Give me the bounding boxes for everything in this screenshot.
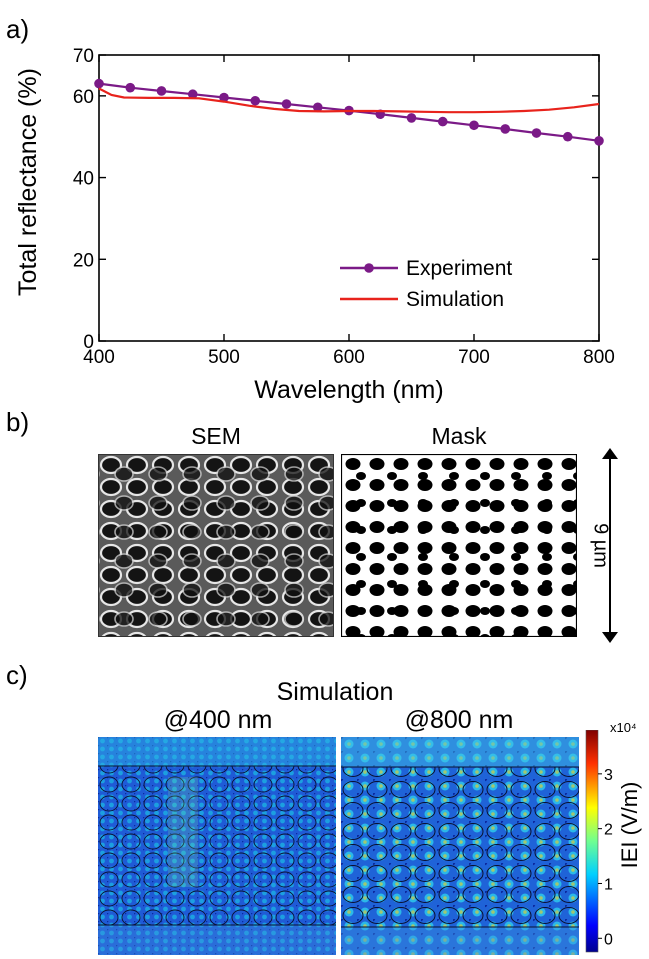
y-tick-label: 40 xyxy=(73,169,94,190)
mask-image xyxy=(341,454,577,637)
data-point-experiment xyxy=(250,95,261,106)
mask-title: Mask xyxy=(431,423,487,449)
legend-marker xyxy=(364,263,374,273)
data-point-experiment xyxy=(531,128,542,138)
data-point-experiment xyxy=(562,131,573,142)
y-tick-label: 0 xyxy=(83,332,94,353)
data-point-experiment xyxy=(281,99,292,109)
data-point-experiment xyxy=(594,136,604,146)
colorbar-tick-label: 1 xyxy=(604,876,613,893)
data-point-experiment xyxy=(187,89,198,100)
y-tick-label: 70 xyxy=(73,46,94,67)
y-tick-label: 20 xyxy=(73,250,94,271)
data-point-experiment xyxy=(94,78,104,89)
data-point-experiment xyxy=(125,82,136,93)
data-point-experiment xyxy=(312,102,323,113)
scale-bar-arrow xyxy=(602,448,618,643)
panel-label-b: b) xyxy=(6,407,30,437)
data-point-experiment xyxy=(219,92,229,103)
colorbar-multiplier: x10⁴ xyxy=(610,720,637,735)
sem-image xyxy=(98,454,334,637)
data-point-experiment xyxy=(469,120,479,131)
x-tick-label: 500 xyxy=(208,347,240,368)
colorbar-tick-label: 2 xyxy=(604,822,613,839)
x-axis-label: Wavelength (nm) xyxy=(254,376,443,404)
panel-label-c: c) xyxy=(6,660,28,690)
field-map-800nm xyxy=(341,737,579,955)
x-tick-label: 600 xyxy=(333,347,365,368)
sem-title: SEM xyxy=(191,423,241,449)
field-map-400-title: @400 nm xyxy=(163,706,273,734)
series-line-simulation xyxy=(98,87,600,114)
legend-label-simulation: Simulation xyxy=(406,288,504,311)
colorbar: 0 1 2 3 xyxy=(585,730,613,953)
panel-label-a: a) xyxy=(6,14,30,44)
data-point-experiment xyxy=(500,124,511,134)
colorbar-tick-label: 3 xyxy=(604,767,613,784)
field-map-400nm xyxy=(98,737,336,955)
simulation-title: Simulation xyxy=(276,678,394,706)
y-tick-label: 60 xyxy=(73,87,94,108)
colorbar-label: IEI (V/m) xyxy=(617,781,642,869)
field-map-800-title: @800 nm xyxy=(404,706,514,734)
x-tick-label: 700 xyxy=(458,347,490,368)
x-tick-label: 400 xyxy=(83,347,115,368)
reflectance-chart: 400 500 600 700 800 0 20 40 60 70 Experiment Simul… xyxy=(14,46,615,404)
data-point-experiment xyxy=(406,113,417,123)
colorbar-tick-label: 0 xyxy=(604,931,613,948)
y-axis-label: Total reflectance (%) xyxy=(14,68,42,296)
data-point-experiment xyxy=(156,86,167,96)
data-point-experiment xyxy=(437,116,448,127)
scale-bar-label: 9 µm xyxy=(589,523,612,568)
legend-label-experiment: Experiment xyxy=(406,257,512,280)
x-tick-label: 800 xyxy=(583,347,615,368)
